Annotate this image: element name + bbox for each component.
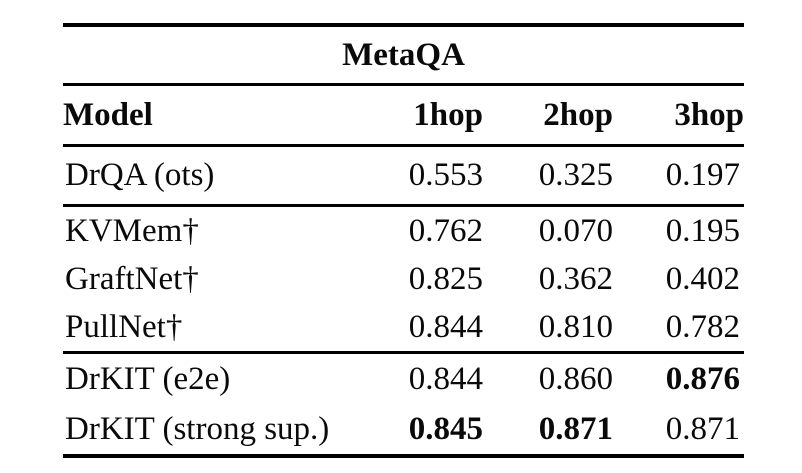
value-cell-best: 0.871 [538,410,613,447]
paper-results-table: MetaQA Model 1hop 2hop 3hop DrQA (ots) 0… [63,23,745,458]
column-header-2hop: 2hop [483,84,613,147]
model-cell: GraftNet† [65,260,199,297]
value-cell: 0.844 [408,308,483,345]
value-cell: 0.810 [538,308,613,345]
table-header-row: Model 1hop 2hop 3hop [63,84,745,147]
value-cell-best: 0.876 [665,360,741,397]
table-row: DrKIT (strong sup.) 0.845 0.871 0.871 [63,404,744,456]
table-row: PullNet† 0.844 0.810 0.782 [63,303,744,353]
table-title-row: MetaQA [63,23,745,86]
value-cell: 0.860 [538,360,613,397]
table-row: GraftNet† 0.825 0.362 0.402 [63,255,744,303]
value-cell: 0.362 [538,260,613,297]
value-cell: 0.825 [408,260,483,297]
table-title: MetaQA [63,23,745,86]
table-row: DrKIT (e2e) 0.844 0.860 0.876 [63,353,744,405]
value-cell-best: 0.845 [408,410,483,447]
value-cell: 0.871 [665,410,741,447]
model-cell: DrKIT (strong sup.) [65,410,330,447]
value-cell: 0.325 [538,157,613,193]
column-header-3hop: 3hop [613,84,745,147]
value-cell: 0.553 [408,157,483,193]
model-cell: KVMem† [65,212,199,249]
model-cell: PullNet† [65,308,183,345]
table-section-prior-work: KVMem† 0.762 0.070 0.195 GraftNet† 0.825… [63,206,745,353]
value-cell: 0.402 [665,260,741,297]
value-cell: 0.195 [665,212,741,249]
column-header-1hop: 1hop [353,84,483,147]
value-cell: 0.070 [538,212,613,249]
table-section-drkit: DrKIT (e2e) 0.844 0.860 0.876 DrKIT (str… [63,353,745,456]
model-cell: DrKIT (e2e) [65,360,231,397]
value-cell: 0.844 [408,360,483,397]
value-cell: 0.197 [665,157,741,193]
model-cell: DrQA (ots) [65,157,215,193]
value-cell: 0.782 [665,308,741,345]
value-cell: 0.762 [408,212,483,249]
table-row: DrQA (ots) 0.553 0.325 0.197 [63,146,744,206]
table-row: KVMem† 0.762 0.070 0.195 [63,206,744,256]
table-section-baseline: DrQA (ots) 0.553 0.325 0.197 [63,146,745,206]
column-header-model: Model [63,84,353,147]
